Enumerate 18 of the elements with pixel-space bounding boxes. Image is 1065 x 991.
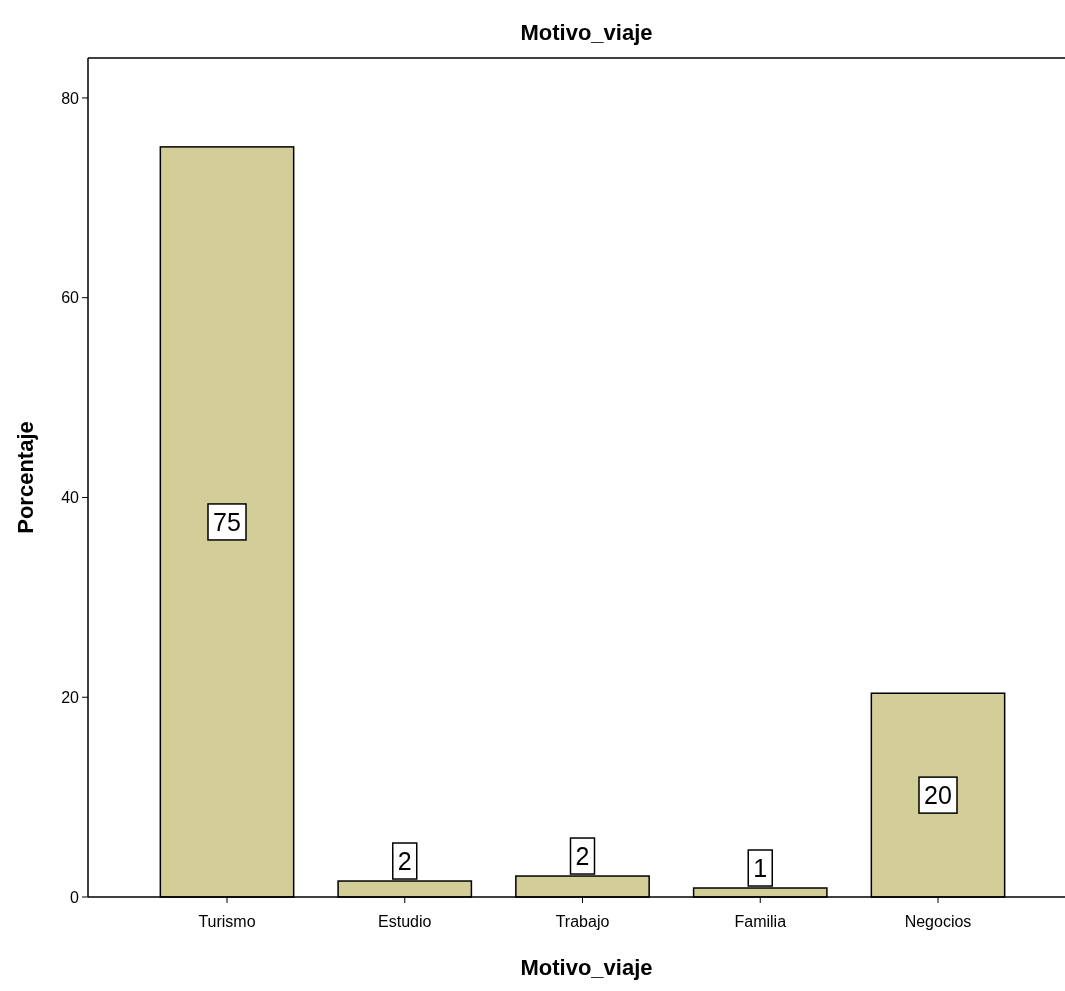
y-tick-label: 60 bbox=[61, 289, 80, 307]
x-tick-label: Turismo bbox=[198, 913, 256, 930]
x-tick-label: Trabajo bbox=[555, 913, 610, 930]
y-tick-label: 20 bbox=[61, 688, 80, 706]
data-label: 2 bbox=[575, 842, 590, 871]
x-axis-title: Motivo_viaje bbox=[520, 955, 653, 980]
y-tick-label: 80 bbox=[61, 89, 80, 107]
y-tick-label: 40 bbox=[61, 489, 80, 507]
y-axis-title: Porcentaje bbox=[13, 421, 38, 534]
y-tick-label: 0 bbox=[70, 888, 80, 906]
chart-title: Motivo_viaje bbox=[520, 20, 653, 45]
x-tick-label: Estudio bbox=[378, 913, 432, 930]
x-tick-label: Familia bbox=[734, 913, 787, 930]
data-label: 2 bbox=[397, 847, 412, 876]
data-label: 20 bbox=[924, 781, 952, 810]
data-label: 75 bbox=[213, 507, 241, 536]
data-label: 1 bbox=[753, 854, 768, 883]
x-tick-label: Negocios bbox=[904, 913, 972, 930]
